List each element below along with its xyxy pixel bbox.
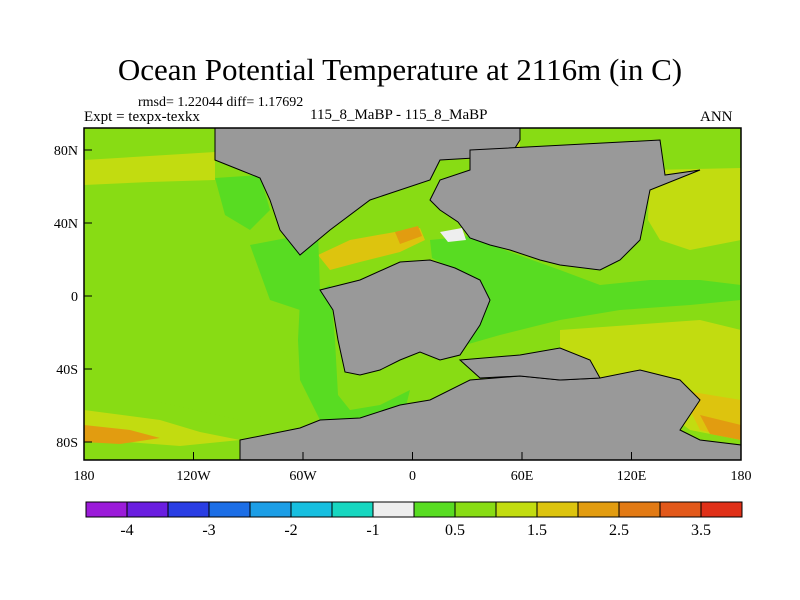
stats-line: rmsd= 1.22044 diff= 1.17692 <box>138 95 304 110</box>
lon-tick-label: 120W <box>176 469 211 484</box>
southern-ocean-hot-west <box>84 425 160 444</box>
colorbar-swatch <box>495 501 538 518</box>
experiment-label: Expt = texpx-texkx <box>84 109 200 125</box>
south-atlantic-cool <box>298 285 410 420</box>
colorbar-swatch <box>577 501 620 518</box>
lon-tick-label: 180 <box>731 469 752 484</box>
lon-tick-label: 120E <box>617 469 647 484</box>
north-pacific-warm <box>84 152 215 185</box>
asia <box>429 139 701 271</box>
case-label: 115_8_MaBP - 115_8_MaBP <box>310 107 488 123</box>
colorbar-label: -1 <box>366 522 379 539</box>
colorbar-swatch <box>372 501 415 518</box>
south-pacific-cool <box>90 290 300 420</box>
colorbar-label: 3.5 <box>691 522 711 539</box>
colorbar-swatch <box>454 501 497 518</box>
tethys-cool-channel <box>430 236 741 345</box>
lon-tick-label: 60W <box>289 469 317 484</box>
colorbar-label: 0.5 <box>445 522 465 539</box>
colorbar-label: -2 <box>284 522 297 539</box>
colorbar-swatch <box>208 501 251 518</box>
east-coast-warm <box>648 168 741 250</box>
northern-sea-blank <box>440 228 466 242</box>
colorbar-swatch <box>167 501 210 518</box>
lat-tick-label: 40N <box>54 217 78 232</box>
lat-tick-label: 40S <box>56 363 78 378</box>
australia-india <box>458 347 601 381</box>
southern-ocean-orange-east <box>700 415 741 440</box>
colorbar-swatch <box>536 501 579 518</box>
colorbar-label: -3 <box>202 522 215 539</box>
lat-tick-marks <box>84 149 92 443</box>
tethys-hot-spot <box>395 226 422 244</box>
lon-tick-marks <box>83 452 742 460</box>
land-masses <box>214 127 742 461</box>
colorbar-swatch <box>290 501 333 518</box>
colorbar-swatch <box>331 501 374 518</box>
colorbar-label: 2.5 <box>609 522 629 539</box>
north-pacific-cool-gyre <box>215 175 270 230</box>
colorbar-swatch <box>249 501 292 518</box>
colorbar-swatch <box>618 501 661 518</box>
lat-tick-label: 80N <box>54 144 78 159</box>
colorbar-swatch <box>85 501 128 518</box>
colorbar-swatch <box>413 501 456 518</box>
lat-tick-label: 80S <box>56 436 78 451</box>
lon-tick-label: 0 <box>409 469 416 484</box>
season-label: ANN <box>700 109 733 125</box>
africa-south-america <box>319 259 491 376</box>
colorbar-swatch <box>659 501 702 518</box>
colorbar-label: 1.5 <box>527 522 547 539</box>
colorbar <box>85 501 743 518</box>
laurasia-west <box>214 127 521 256</box>
map-title: Ocean Potential Temperature at 2116m (in… <box>117 52 683 87</box>
lon-tick-label: 60E <box>511 469 534 484</box>
colorbar-label: -4 <box>120 522 133 539</box>
colorbar-swatch <box>700 501 743 518</box>
lon-tick-label: 180 <box>74 469 95 484</box>
colorbar-swatch <box>126 501 169 518</box>
lat-tick-label: 0 <box>71 290 78 305</box>
